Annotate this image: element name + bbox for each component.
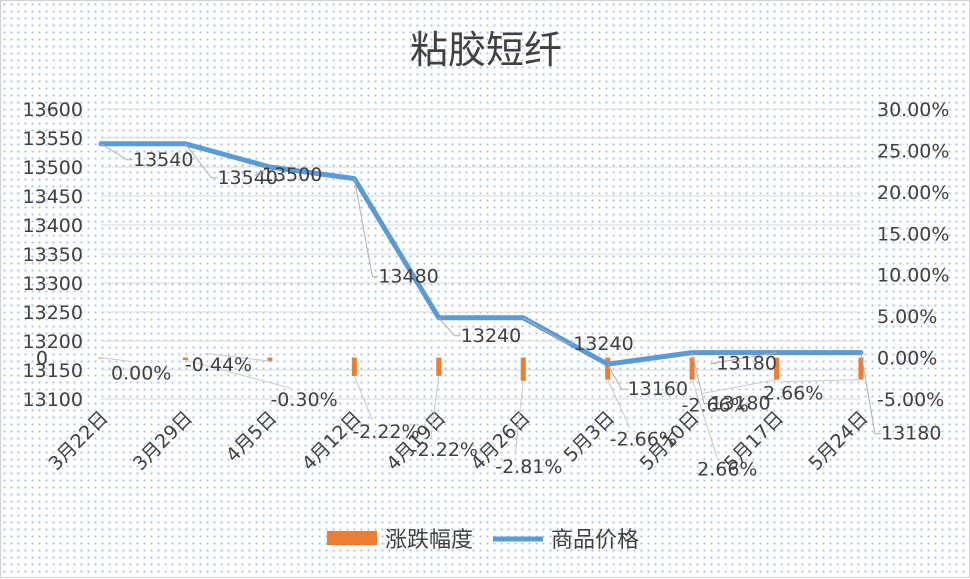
price-leader-line bbox=[522, 317, 574, 345]
change-data-label: 0.00% bbox=[111, 363, 171, 385]
price-data-label: 13180 bbox=[710, 393, 770, 415]
bar bbox=[351, 357, 357, 376]
bar bbox=[689, 357, 695, 380]
y-left-tick-label: 13300 bbox=[23, 273, 83, 295]
y-right-tick-label: 0.00% bbox=[877, 348, 937, 370]
change-data-label: -2.81% bbox=[495, 456, 562, 478]
bar bbox=[858, 357, 864, 380]
change-data-label: -2.22% bbox=[411, 439, 478, 461]
y-left-tick-label: 13500 bbox=[23, 157, 83, 179]
y-right-tick-label: -5.00% bbox=[877, 389, 944, 411]
y-left-tick-label: 13350 bbox=[23, 244, 83, 266]
y-left-tick-label: 13200 bbox=[23, 331, 83, 353]
change-leader-line bbox=[607, 379, 631, 428]
chart-title: 粘胶短纤 bbox=[409, 28, 562, 72]
bar bbox=[520, 357, 526, 381]
price-data-label: 13500 bbox=[262, 164, 322, 186]
change-data-label: -0.30% bbox=[270, 389, 337, 411]
price-leader-line bbox=[254, 166, 271, 176]
y-left-tick-label: 13450 bbox=[23, 186, 83, 208]
change-leader-line bbox=[204, 352, 270, 362]
bar bbox=[182, 357, 188, 361]
x-category-label: 3月22日 bbox=[44, 407, 112, 475]
price-leader-line bbox=[185, 143, 218, 179]
legend-swatch-change bbox=[327, 531, 377, 545]
y-left-tick-label: 13250 bbox=[23, 302, 83, 324]
legend-label-change: 涨跌幅度 bbox=[385, 528, 473, 553]
price-leader-line bbox=[860, 352, 881, 435]
y-left-tick-label: 13600 bbox=[23, 99, 83, 121]
change-data-label: 2.66% bbox=[763, 383, 823, 405]
y-left-tick-label: 13400 bbox=[23, 215, 83, 237]
y-right-tick-label: 20.00% bbox=[877, 182, 949, 204]
change-leader-line bbox=[701, 379, 777, 395]
change-leader-line bbox=[514, 380, 524, 455]
change-leader-line bbox=[100, 357, 132, 363]
y-left-tick-label: 13150 bbox=[23, 360, 83, 382]
price-leader-line bbox=[691, 352, 711, 405]
price-data-label: 13480 bbox=[378, 266, 438, 288]
bar bbox=[267, 357, 273, 362]
price-data-label: 13160 bbox=[628, 378, 688, 400]
price-leader-line bbox=[438, 317, 461, 337]
price-line bbox=[98, 141, 864, 367]
price-leader-line bbox=[710, 352, 777, 365]
y-left-tick-label: 13550 bbox=[23, 128, 83, 150]
bar bbox=[436, 357, 442, 376]
change-leader-line bbox=[353, 375, 373, 421]
x-category-label: 5月24日 bbox=[804, 407, 872, 475]
price-leader-line bbox=[607, 363, 628, 390]
change-leader-line bbox=[691, 379, 718, 458]
x-category-label: 3月29日 bbox=[129, 407, 197, 475]
y-right-tick-label: 15.00% bbox=[877, 223, 949, 245]
y-right-tick-label: 30.00% bbox=[877, 99, 949, 121]
bar bbox=[774, 357, 780, 380]
y-right-tick-label: 25.00% bbox=[877, 140, 949, 162]
change-leader-line bbox=[430, 375, 440, 439]
price-data-label: 13540 bbox=[133, 149, 193, 171]
y-left-tick-label: 13100 bbox=[23, 389, 83, 411]
change-leader-line bbox=[185, 359, 291, 389]
change-data-label: -2.22% bbox=[352, 421, 419, 443]
x-category-label: 4月5日 bbox=[222, 407, 282, 467]
price-leader-line bbox=[353, 178, 379, 278]
change-leader-line bbox=[782, 379, 862, 383]
y-right-tick-label: 5.00% bbox=[877, 306, 937, 328]
price-leader-line bbox=[100, 143, 133, 161]
change-data-label: -2.66% bbox=[610, 429, 677, 451]
price-data-label: 13240 bbox=[573, 333, 633, 355]
legend-label-price: 商品价格 bbox=[551, 528, 639, 553]
y-left-zero-label: 0 bbox=[36, 348, 48, 370]
price-data-label: 13240 bbox=[461, 325, 521, 347]
change-data-label: -2.66% bbox=[682, 395, 749, 417]
change-data-label: -0.44% bbox=[185, 354, 252, 376]
y-right-tick-label: 10.00% bbox=[877, 265, 949, 287]
price-data-label: 13180 bbox=[717, 353, 777, 375]
price-data-label: 13540 bbox=[217, 167, 277, 189]
bar bbox=[605, 357, 611, 380]
change-data-label: 2.66% bbox=[697, 459, 757, 481]
price-data-label: 13180 bbox=[881, 423, 941, 445]
